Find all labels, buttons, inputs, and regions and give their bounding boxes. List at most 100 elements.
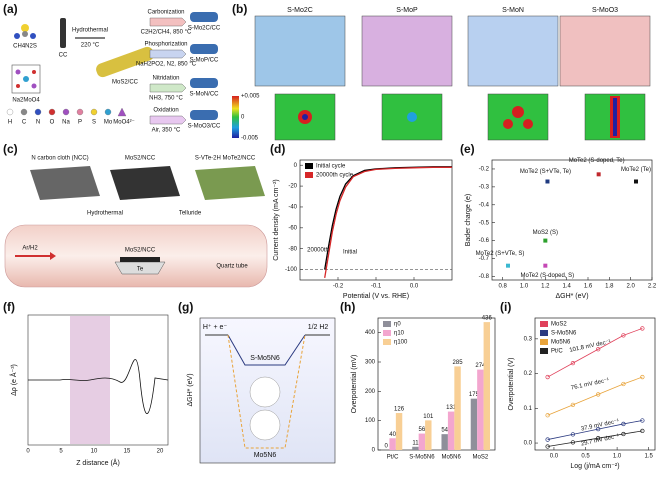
structure-title: S-MoP <box>396 7 418 14</box>
tube-label: Te <box>137 267 144 273</box>
point-label: MoS2 (S) <box>533 230 558 236</box>
route: Oxidation <box>153 108 178 114</box>
value-label: 40 <box>389 432 396 438</box>
panel-label: (f) <box>3 300 15 314</box>
y-axis-label: Bader charge (e) <box>465 194 472 247</box>
series-line <box>547 420 643 440</box>
legend-label: S-Mo5N6 <box>551 331 577 337</box>
bar <box>447 411 455 450</box>
reagent: Na2MoO4 <box>12 98 40 104</box>
y-tick-label: -0.7 <box>479 256 490 262</box>
panel-c: N carbon cloth (NCC) MoS2/NCC S-VTe-2H M… <box>4 156 268 288</box>
legend-swatch <box>383 339 391 345</box>
annotation: 20000th <box>307 248 329 254</box>
legend-swatch <box>540 348 548 354</box>
legend-swatch <box>540 330 548 336</box>
route-cond: C2H2/CH4, 850 °C <box>141 30 192 36</box>
x-tick-label: 5 <box>59 449 63 455</box>
product: S-MoP/CC <box>190 58 219 64</box>
legend-atom: MoO4²⁻ <box>113 120 135 126</box>
bar <box>454 366 461 450</box>
legend-swatch <box>383 330 391 336</box>
y-tick-label: -0.2 <box>479 167 490 173</box>
point <box>545 413 550 418</box>
legend-label: 20000th cycle <box>316 173 354 179</box>
value-label: 175 <box>469 392 480 398</box>
x-tick-label: 1.4 <box>562 284 571 290</box>
tube-label: MoS2/NCC <box>125 248 156 254</box>
bar <box>425 420 432 450</box>
point <box>596 172 601 177</box>
legend-label: Pt/C <box>551 349 563 355</box>
bar <box>477 369 484 450</box>
series-line <box>547 430 643 447</box>
product: S-MoO3/CC <box>188 124 221 130</box>
value-label: 126 <box>394 407 405 413</box>
value-label: 0 <box>385 444 389 450</box>
x-tick-label: 20 <box>157 449 164 455</box>
reagent: CC <box>59 53 68 59</box>
annotation: 101.8 mV dec⁻¹ <box>569 339 612 354</box>
point <box>545 437 550 442</box>
value-label: 274 <box>475 363 486 369</box>
point-label: MoTe2 (Te) <box>621 167 651 173</box>
bar <box>483 322 491 450</box>
step-label: S-VTe-2H MoTe2/NCC <box>195 156 256 162</box>
point-label: MoTe2 (S-doped, S) <box>520 273 574 279</box>
legend-swatch <box>305 163 313 169</box>
structure-title: S-Mo2C <box>287 7 313 14</box>
y-axis-label: ΔGH* (eV) <box>187 373 194 406</box>
legend-swatch <box>383 321 391 327</box>
legend-atom: O <box>50 120 55 126</box>
y-tick-label: 0 <box>372 448 376 454</box>
x-tick-label: 1.0 <box>613 454 622 460</box>
legend-label: η10 <box>394 331 405 337</box>
bar <box>389 438 396 450</box>
state-label: 1/2 H2 <box>308 324 329 331</box>
point <box>543 263 548 268</box>
panel-g: H⁺ + e⁻ 1/2 H2 S-Mo5N6 Mo5N6 ΔGH* (eV) <box>187 317 336 464</box>
x-tick-label: S-Mo5N6 <box>409 455 435 461</box>
point <box>621 421 626 427</box>
value-label: 101 <box>423 414 434 420</box>
x-tick-label: 2.2 <box>648 284 657 290</box>
y-tick-label: 0.3 <box>524 336 533 342</box>
legend-label: Initial cycle <box>316 164 346 170</box>
legend-atom: P <box>78 120 82 126</box>
point-label: MoTe2 (S+VTe, S) <box>476 251 525 257</box>
product: S-Mo2C/CC <box>188 26 221 32</box>
legend-swatch <box>540 321 548 327</box>
y-tick-label: -40 <box>288 205 297 211</box>
colorbar-label: -0.005 <box>241 136 259 142</box>
x-tick-label: 10 <box>91 449 98 455</box>
x-axis-label: Potential (V vs. RHE) <box>343 293 409 300</box>
legend-atom: S <box>92 120 96 126</box>
bar <box>470 398 478 450</box>
legend-label: MoS2 <box>551 322 567 328</box>
point <box>621 381 626 387</box>
y-tick-label: -0.5 <box>479 220 490 226</box>
point <box>570 361 576 366</box>
y-tick-label: 400 <box>365 330 376 336</box>
y-axis-label: Overpotential (V) <box>508 358 515 411</box>
plot-frame <box>534 317 656 451</box>
x-tick-label: -0.1 <box>371 284 382 290</box>
panel-f: 0 5 10 15 20 Z distance (Å) Δρ (e Å⁻³) <box>9 314 169 467</box>
arrow-label: Telluride <box>179 211 202 217</box>
y-tick-label: -0.4 <box>479 202 490 208</box>
point <box>545 374 550 380</box>
point <box>543 238 548 243</box>
point <box>596 427 601 432</box>
route-cond: NH3, 750 °C <box>149 96 183 102</box>
x-tick-label: -0.2 <box>333 284 344 290</box>
y-tick-label: -0.8 <box>479 274 490 280</box>
y-tick-label: -0.3 <box>479 184 490 190</box>
point <box>596 392 601 397</box>
point <box>570 432 576 437</box>
legend-label: Mo5N6 <box>551 340 571 346</box>
panel-a: CH4N2S CC Na2MoO4 Hydrothermal 220 °C Mo… <box>6 10 221 134</box>
tube-label: Quartz tube <box>216 264 248 270</box>
curve-label: S-Mo5N6 <box>250 355 280 362</box>
legend-label: η100 <box>394 340 408 346</box>
